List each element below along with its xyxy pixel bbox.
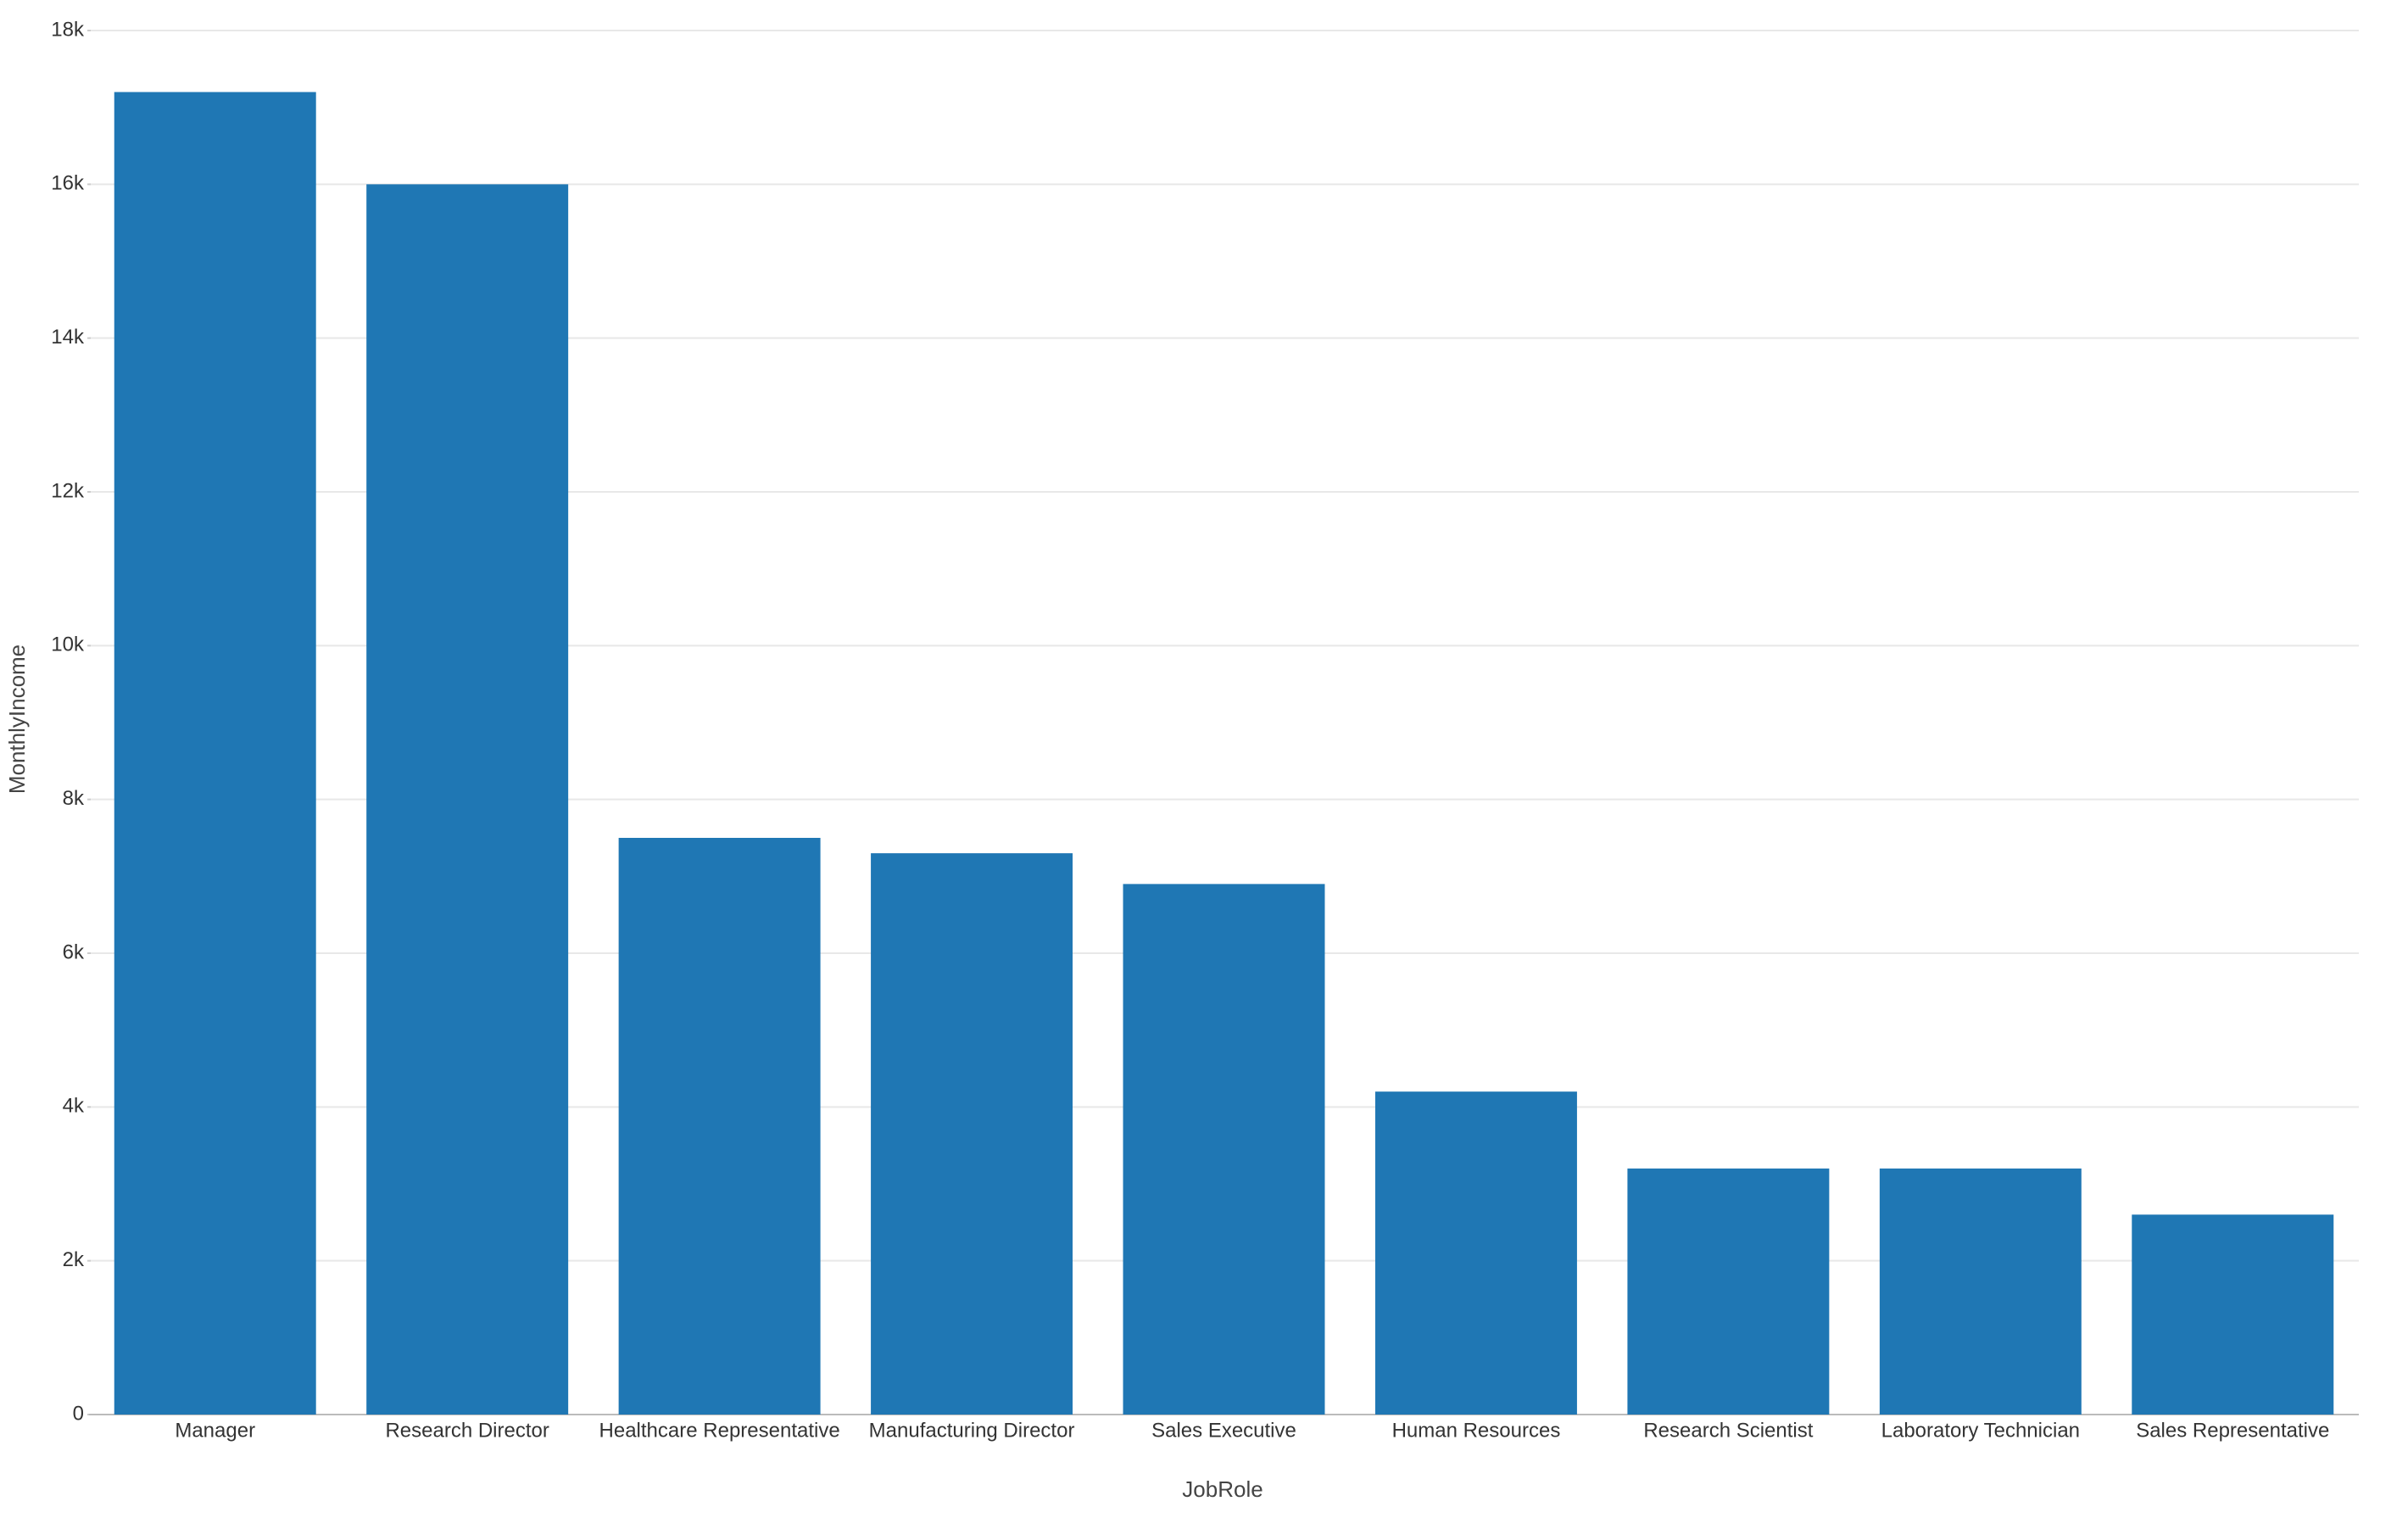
x-tick-label: Research Scientist (1643, 1419, 1813, 1442)
y-tick-label: 16k (51, 172, 85, 195)
bar (2132, 1214, 2334, 1415)
y-tick-label: 4k (63, 1095, 85, 1118)
x-tick-label: Sales Representative (2136, 1419, 2329, 1442)
x-tick-label: Human Resources (1392, 1419, 1561, 1442)
y-axis-title: MonthlyIncome (4, 645, 30, 794)
x-tick-label: Manager (175, 1419, 255, 1442)
y-tick-label: 2k (63, 1248, 85, 1271)
x-tick-label: Manufacturing Director (869, 1419, 1075, 1442)
bar (1879, 1168, 2082, 1415)
x-tick-label: Healthcare Representative (599, 1419, 840, 1442)
bar (366, 184, 569, 1415)
bar (871, 853, 1073, 1415)
bar (1123, 884, 1325, 1415)
y-tick-label: 18k (51, 18, 85, 41)
x-tick-label: Research Director (385, 1419, 549, 1442)
bar (618, 838, 821, 1415)
bar (1627, 1168, 1830, 1415)
y-tick-label: 6k (63, 940, 85, 963)
y-tick-label: 0 (73, 1402, 84, 1425)
bar (114, 92, 316, 1415)
x-axis-title: JobRole (1182, 1476, 1263, 1502)
y-tick-label: 8k (63, 787, 85, 810)
y-tick-label: 12k (51, 479, 85, 502)
x-tick-label: Laboratory Technician (1881, 1419, 2080, 1442)
bar (1374, 1091, 1577, 1415)
x-tick-label: Sales Executive (1151, 1419, 1296, 1442)
y-tick-label: 10k (51, 633, 85, 656)
y-tick-label: 14k (51, 326, 85, 349)
